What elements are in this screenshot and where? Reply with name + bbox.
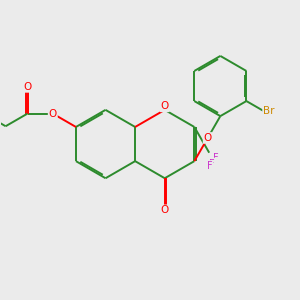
Text: Br: Br bbox=[263, 106, 275, 116]
Text: F: F bbox=[209, 158, 215, 169]
Text: O: O bbox=[204, 133, 212, 143]
Text: O: O bbox=[160, 205, 169, 215]
Text: F: F bbox=[207, 161, 213, 171]
Text: O: O bbox=[23, 82, 32, 92]
Text: O: O bbox=[160, 101, 169, 111]
Text: O: O bbox=[49, 109, 57, 118]
Text: F: F bbox=[213, 154, 219, 164]
